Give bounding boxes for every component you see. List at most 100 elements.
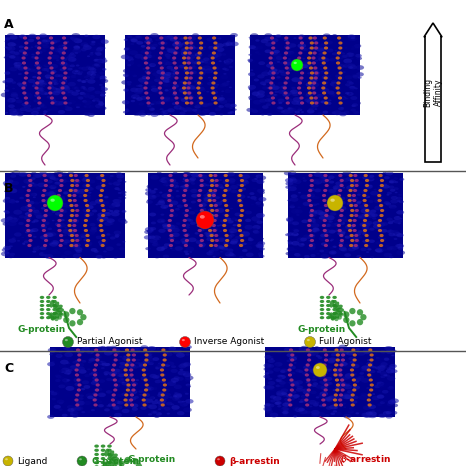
Ellipse shape (322, 36, 327, 40)
Ellipse shape (248, 96, 256, 100)
Ellipse shape (219, 60, 222, 62)
Ellipse shape (157, 171, 161, 174)
Ellipse shape (295, 69, 299, 71)
Ellipse shape (187, 178, 195, 183)
Ellipse shape (330, 240, 333, 241)
Ellipse shape (152, 375, 160, 379)
Ellipse shape (94, 361, 102, 365)
Ellipse shape (199, 223, 206, 227)
Ellipse shape (35, 36, 41, 39)
Ellipse shape (322, 82, 326, 84)
Ellipse shape (367, 364, 373, 368)
Ellipse shape (338, 369, 343, 371)
Ellipse shape (63, 192, 69, 194)
Ellipse shape (247, 196, 250, 198)
Ellipse shape (299, 36, 303, 40)
Ellipse shape (130, 38, 138, 42)
Ellipse shape (157, 62, 162, 65)
Ellipse shape (154, 37, 160, 40)
Ellipse shape (192, 188, 197, 191)
Ellipse shape (68, 57, 76, 62)
Ellipse shape (182, 83, 191, 88)
Ellipse shape (74, 244, 78, 247)
Ellipse shape (110, 174, 116, 178)
Ellipse shape (44, 209, 48, 212)
Ellipse shape (208, 77, 211, 78)
Text: G-protein: G-protein (297, 325, 345, 334)
Ellipse shape (96, 48, 103, 51)
Ellipse shape (49, 67, 54, 69)
Ellipse shape (216, 184, 223, 188)
Ellipse shape (83, 106, 87, 108)
Ellipse shape (334, 407, 338, 409)
Ellipse shape (278, 50, 286, 55)
Circle shape (349, 320, 356, 327)
Circle shape (339, 312, 343, 317)
Ellipse shape (83, 212, 92, 217)
Circle shape (124, 457, 131, 463)
Ellipse shape (143, 404, 147, 406)
Ellipse shape (337, 36, 341, 40)
Ellipse shape (100, 59, 108, 63)
Ellipse shape (173, 91, 177, 95)
Ellipse shape (213, 96, 217, 100)
Circle shape (196, 211, 214, 229)
Ellipse shape (311, 248, 319, 253)
Ellipse shape (82, 209, 89, 212)
Ellipse shape (174, 185, 179, 188)
Ellipse shape (389, 364, 397, 368)
Ellipse shape (175, 208, 180, 211)
Ellipse shape (159, 398, 167, 403)
Ellipse shape (365, 246, 369, 247)
Ellipse shape (183, 403, 188, 406)
Ellipse shape (187, 96, 194, 100)
Ellipse shape (151, 410, 159, 414)
Ellipse shape (364, 208, 370, 211)
Circle shape (334, 317, 339, 321)
Ellipse shape (48, 227, 52, 230)
Ellipse shape (313, 51, 317, 55)
Ellipse shape (37, 76, 41, 80)
Ellipse shape (339, 195, 343, 197)
Ellipse shape (204, 232, 210, 235)
Ellipse shape (313, 36, 317, 40)
Ellipse shape (286, 67, 293, 71)
Ellipse shape (147, 199, 150, 201)
Ellipse shape (144, 56, 148, 60)
Ellipse shape (370, 370, 376, 373)
Ellipse shape (338, 76, 342, 80)
Ellipse shape (164, 96, 167, 98)
Ellipse shape (395, 192, 397, 193)
Ellipse shape (106, 247, 114, 251)
Ellipse shape (378, 226, 382, 228)
Ellipse shape (132, 384, 136, 387)
Ellipse shape (184, 67, 188, 69)
Ellipse shape (43, 63, 50, 67)
Ellipse shape (204, 197, 212, 202)
Ellipse shape (272, 62, 277, 64)
Ellipse shape (213, 229, 218, 232)
Ellipse shape (140, 367, 149, 371)
Ellipse shape (358, 76, 362, 79)
Ellipse shape (277, 78, 281, 81)
Ellipse shape (49, 350, 55, 353)
Ellipse shape (33, 247, 40, 251)
Ellipse shape (319, 212, 328, 217)
Ellipse shape (93, 393, 98, 396)
Ellipse shape (182, 241, 188, 245)
Ellipse shape (194, 105, 201, 109)
Ellipse shape (377, 224, 381, 227)
Ellipse shape (244, 246, 252, 250)
Ellipse shape (191, 194, 198, 198)
Ellipse shape (57, 354, 60, 356)
Ellipse shape (227, 220, 233, 224)
Ellipse shape (155, 364, 164, 369)
Ellipse shape (58, 174, 62, 177)
Ellipse shape (338, 47, 343, 49)
Ellipse shape (311, 412, 319, 417)
Ellipse shape (151, 103, 154, 105)
Ellipse shape (94, 64, 99, 66)
Ellipse shape (62, 414, 68, 417)
Ellipse shape (180, 81, 184, 83)
Ellipse shape (75, 184, 79, 187)
